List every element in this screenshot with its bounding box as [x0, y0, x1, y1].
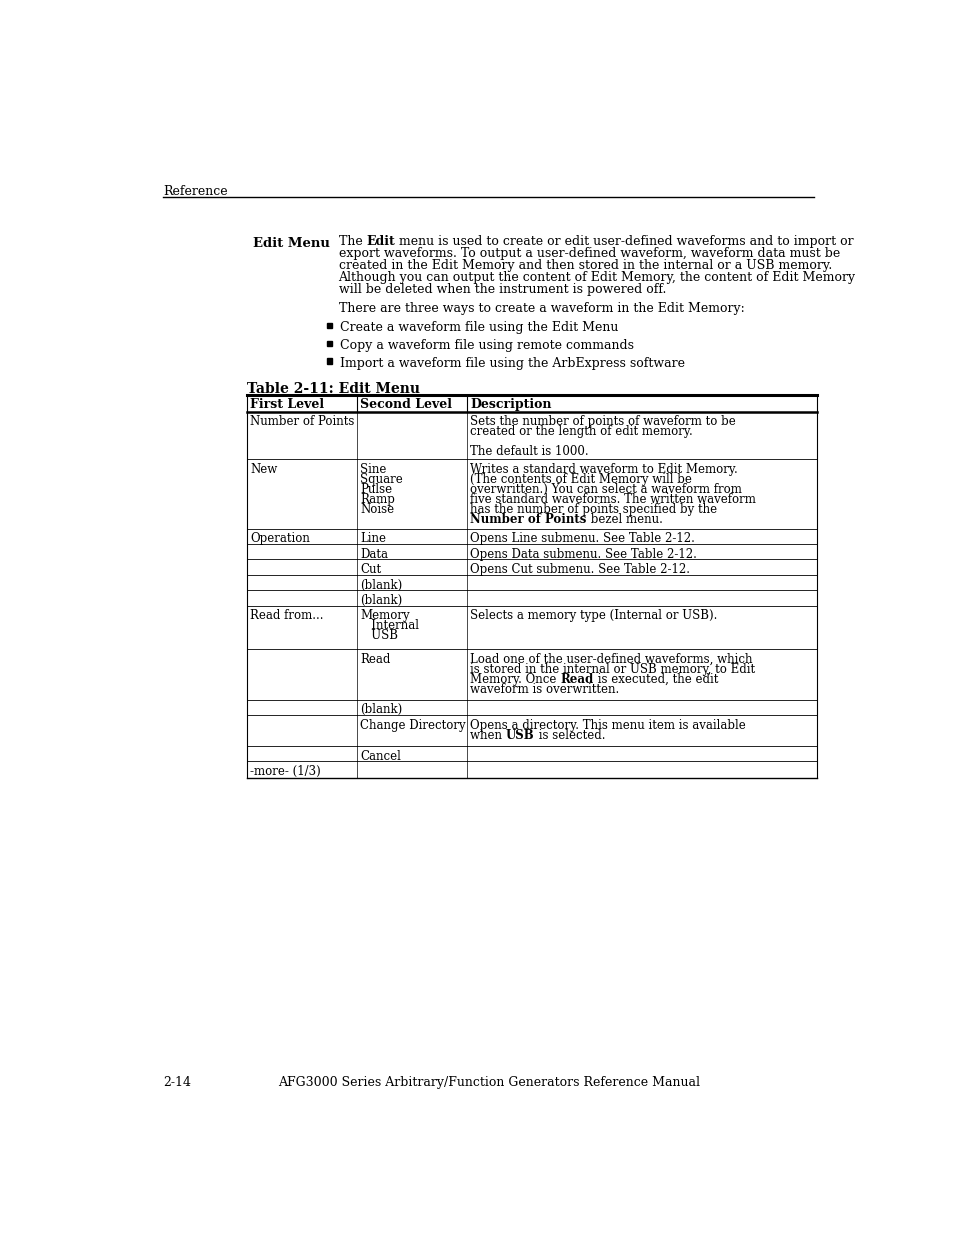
Text: 2-14: 2-14 [163, 1076, 192, 1089]
Text: Create a waveform file using the Edit Menu: Create a waveform file using the Edit Me… [340, 321, 618, 335]
Text: Selects a memory type (Internal or USB).: Selects a memory type (Internal or USB). [470, 609, 717, 622]
Text: Line: Line [360, 532, 386, 546]
Text: Opens Data submenu. See Table 2-12.: Opens Data submenu. See Table 2-12. [470, 548, 697, 561]
Text: created in the Edit Memory and then stored in the internal or a USB memory.: created in the Edit Memory and then stor… [338, 259, 831, 272]
Bar [327, 341, 332, 346]
Text: Data: Data [360, 548, 388, 561]
Text: waveform is overwritten.: waveform is overwritten. [470, 683, 618, 695]
Text: Number of Points: Number of Points [470, 514, 586, 526]
Text: Read: Read [559, 673, 593, 685]
Text: Although you can output the content of Edit Memory, the content of Edit Memory: Although you can output the content of E… [338, 270, 855, 284]
Text: Memory. Once: Memory. Once [470, 673, 559, 685]
Text: overwritten.) You can select a waveform from: overwritten.) You can select a waveform … [470, 483, 741, 496]
Text: -more- (1/3): -more- (1/3) [250, 764, 320, 778]
Text: Cancel: Cancel [360, 750, 400, 762]
Text: USB: USB [505, 729, 534, 742]
Text: is executed, the edit: is executed, the edit [593, 673, 718, 685]
Text: There are three ways to create a waveform in the Edit Memory:: There are three ways to create a wavefor… [338, 303, 743, 315]
Text: Cut: Cut [360, 563, 381, 577]
Bar [327, 358, 332, 364]
Text: Square: Square [360, 473, 402, 487]
Text: Writes a standard waveform to Edit Memory.: Writes a standard waveform to Edit Memor… [470, 463, 738, 477]
Text: Noise: Noise [360, 503, 394, 516]
Text: Read: Read [360, 652, 390, 666]
Text: Internal: Internal [360, 620, 418, 632]
Text: First Level: First Level [250, 399, 324, 411]
Text: Sine: Sine [360, 463, 386, 477]
Text: USB: USB [360, 630, 397, 642]
Text: Description: Description [470, 399, 551, 411]
Text: Edit Menu: Edit Menu [253, 237, 330, 249]
Text: Load one of the user-defined waveforms, which: Load one of the user-defined waveforms, … [470, 652, 752, 666]
Text: (blank): (blank) [360, 594, 402, 608]
Text: five standard waveforms. The written waveform: five standard waveforms. The written wav… [470, 493, 756, 506]
Text: The default is 1000.: The default is 1000. [470, 446, 588, 458]
Text: created or the length of edit memory.: created or the length of edit memory. [470, 425, 692, 438]
Text: Number of Points: Number of Points [250, 415, 355, 429]
Bar [327, 324, 332, 329]
Text: will be deleted when the instrument is powered off.: will be deleted when the instrument is p… [338, 283, 665, 296]
Text: Sets the number of points of waveform to be: Sets the number of points of waveform to… [470, 415, 736, 429]
Text: Memory: Memory [360, 609, 410, 622]
Text: export waveforms. To output a user-defined waveform, waveform data must be: export waveforms. To output a user-defin… [338, 247, 839, 261]
Text: Second Level: Second Level [360, 399, 452, 411]
Text: Operation: Operation [250, 532, 310, 546]
Text: Read from...: Read from... [250, 609, 323, 622]
Text: Ramp: Ramp [360, 493, 395, 506]
Text: Edit: Edit [366, 235, 395, 248]
Text: Table 2-11: Edit Menu: Table 2-11: Edit Menu [247, 382, 419, 395]
Text: Import a waveform file using the ArbExpress software: Import a waveform file using the ArbExpr… [340, 357, 684, 369]
Text: (blank): (blank) [360, 579, 402, 592]
Text: AFG3000 Series Arbitrary/Function Generators Reference Manual: AFG3000 Series Arbitrary/Function Genera… [277, 1076, 700, 1089]
Text: has the number of points specified by the: has the number of points specified by th… [470, 503, 717, 516]
Text: menu is used to create or edit user-defined waveforms and to import or: menu is used to create or edit user-defi… [395, 235, 853, 248]
Text: Opens a directory. This menu item is available: Opens a directory. This menu item is ava… [470, 719, 745, 732]
Text: is stored in the internal or USB memory, to Edit: is stored in the internal or USB memory,… [470, 662, 755, 676]
Text: Change Directory: Change Directory [360, 719, 465, 732]
Text: New: New [250, 463, 277, 477]
Text: (The contents of Edit Memory will be: (The contents of Edit Memory will be [470, 473, 692, 487]
Text: Pulse: Pulse [360, 483, 392, 496]
Text: (blank): (blank) [360, 704, 402, 716]
Text: Opens Cut submenu. See Table 2-12.: Opens Cut submenu. See Table 2-12. [470, 563, 690, 577]
Text: is selected.: is selected. [534, 729, 604, 742]
Text: Copy a waveform file using remote commands: Copy a waveform file using remote comman… [340, 340, 634, 352]
Text: when: when [470, 729, 505, 742]
Text: bezel menu.: bezel menu. [586, 514, 662, 526]
Text: Reference: Reference [163, 185, 228, 198]
Text: Opens Line submenu. See Table 2-12.: Opens Line submenu. See Table 2-12. [470, 532, 695, 546]
Text: The: The [338, 235, 366, 248]
